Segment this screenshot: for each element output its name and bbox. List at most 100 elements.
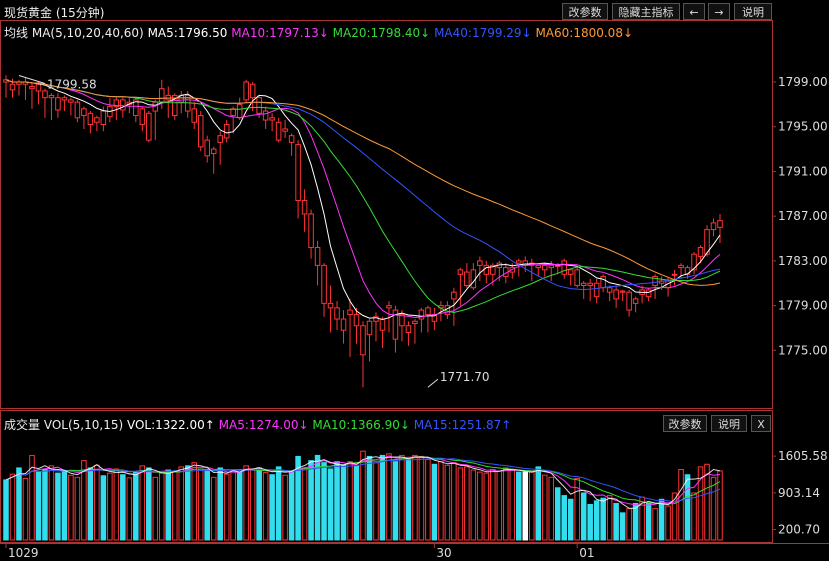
volume-bar [496, 470, 503, 541]
candle-body [373, 316, 379, 322]
volume-bar [580, 492, 587, 541]
candle-body [717, 220, 723, 228]
candle-body [308, 213, 314, 248]
ma-legend: 均线 MA(5,10,20,40,60) MA5:1796.50 MA10:17… [4, 24, 633, 41]
volume-bar [671, 492, 678, 541]
volume-bar [347, 461, 353, 541]
volume-bar [691, 492, 697, 541]
candle-body [191, 108, 198, 123]
volume-bar [652, 508, 658, 541]
vol-ma5-value: MA5:1274.00↓ [218, 418, 309, 432]
candle-body [574, 269, 580, 286]
volume-bar [152, 476, 159, 541]
vol-close-button[interactable]: X [751, 415, 771, 432]
volume-bar [334, 461, 340, 541]
volume-bar [717, 470, 723, 541]
volume-bar [516, 471, 522, 541]
volume-bar [678, 468, 684, 541]
volume-bar [288, 471, 295, 541]
volume-bar [541, 474, 548, 541]
volume-bar [139, 465, 146, 541]
volume-bar [606, 495, 613, 541]
candle-body [55, 97, 61, 111]
volume-bar [42, 468, 48, 541]
ma5-value: MA5:1796.50 [147, 26, 228, 40]
volume-bar [379, 454, 386, 541]
candle-body [360, 325, 366, 356]
volume-bar [3, 479, 9, 541]
volume-bar [100, 475, 107, 541]
candle-body [710, 222, 717, 231]
candle-body [269, 117, 275, 121]
volume-bar [321, 462, 327, 541]
hide-main-indicator-button[interactable]: 隐藏主指标 [612, 3, 680, 20]
candle-body [704, 229, 710, 255]
price-annotations: 1799.58 1771.70 [18, 75, 490, 388]
ma20-line [5, 79, 721, 314]
candle-body [81, 108, 87, 117]
chart-title: 现货黄金 (15分钟) [4, 6, 105, 20]
candle-body [567, 269, 574, 275]
vol-change-params-button[interactable]: 改参数 [663, 415, 707, 432]
change-params-button[interactable]: 改参数 [562, 3, 608, 20]
candle-body [288, 135, 295, 143]
scroll-right-button[interactable]: → [708, 3, 730, 20]
candle-body [340, 318, 347, 331]
low-annotation-line [427, 378, 439, 388]
candle-body [210, 148, 217, 155]
volume-bar [438, 461, 444, 541]
candle-body [587, 282, 593, 286]
candle-body [347, 309, 353, 316]
volume-bar [528, 471, 535, 541]
volume-bar [159, 472, 165, 541]
candle-body [113, 99, 120, 108]
candle-body [243, 81, 249, 101]
ma40-value: MA40:1799.29↓ [434, 26, 532, 40]
volume-bar [405, 459, 412, 541]
candle-body [464, 271, 470, 286]
volume-axis: 1605.58 903.14 200.70 [772, 449, 828, 537]
volume-bar [236, 471, 243, 541]
candle-body [295, 144, 301, 202]
candle-body [619, 290, 626, 293]
volume-bar [301, 467, 308, 541]
time-tick-label: 01 [579, 546, 594, 560]
volume-bar [554, 487, 561, 541]
candle-body [120, 99, 126, 111]
candle-body [405, 325, 412, 333]
candle-body [554, 264, 561, 267]
volume-bar [35, 471, 42, 541]
candle-body [490, 264, 496, 275]
ma5-line [5, 79, 721, 321]
ma10-line [5, 79, 721, 319]
volume-bar [340, 464, 347, 541]
volume-bar [191, 462, 198, 541]
volume-bar [451, 462, 457, 541]
scroll-left-button[interactable]: ← [683, 3, 705, 20]
volume-bar [184, 465, 191, 541]
volume-bar [366, 455, 373, 541]
vol-ma10-value: MA10:1366.90↓ [312, 418, 410, 432]
volume-bar [94, 464, 100, 541]
volume-bar [126, 477, 133, 541]
candle-body [100, 110, 107, 125]
volume-bar [256, 467, 262, 541]
volume-bar [574, 477, 580, 541]
volume-bar [275, 466, 282, 541]
volume-bar [120, 474, 126, 541]
vol-legend-label: 成交量 [4, 418, 41, 432]
vol-help-button[interactable]: 说明 [711, 415, 747, 432]
volume-bar [658, 498, 665, 541]
vol-line [5, 456, 721, 509]
volume-bar [444, 464, 451, 541]
volume-bar [61, 471, 68, 541]
candle-body [645, 289, 652, 298]
help-button[interactable]: 说明 [734, 3, 772, 20]
volume-bar [171, 471, 178, 541]
volume-bar [626, 508, 632, 541]
candle-body [68, 99, 74, 103]
volume-tick-label: 200.70 [778, 523, 820, 537]
candle-body [223, 123, 230, 139]
volume-bar [210, 476, 217, 541]
